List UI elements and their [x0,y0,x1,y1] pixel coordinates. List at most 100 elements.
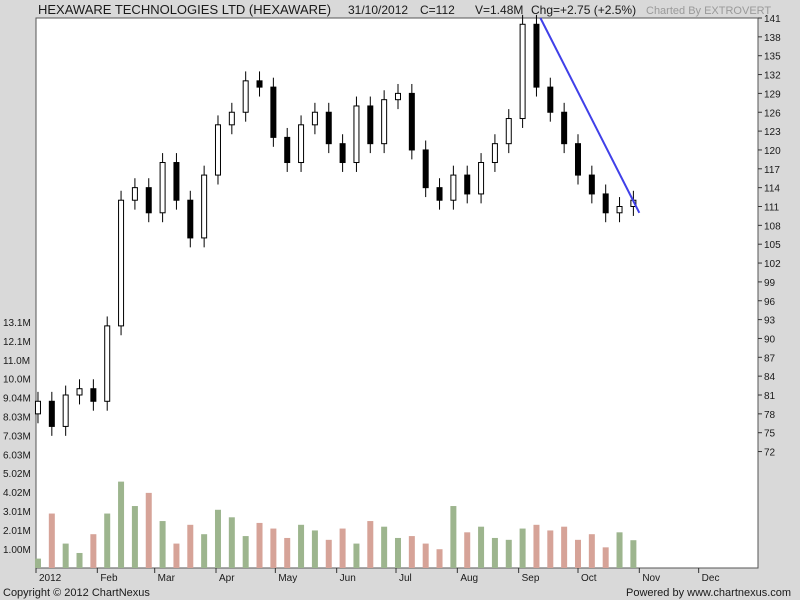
volume-bar [519,528,526,568]
x-tick-label: Dec [702,573,720,584]
volume-bars [34,481,637,568]
price-candle [588,165,595,204]
price-candles [34,14,637,436]
price-candle [436,178,443,210]
price-candle [76,379,83,405]
price-tick-label: 78 [764,410,776,421]
volume-bar [48,513,55,568]
volume-bar [284,537,291,568]
price-tick-label: 114 [764,184,780,195]
candle-body [491,143,498,164]
price-tick-label: 75 [764,429,776,440]
candle-body [325,111,332,145]
price-candle [159,153,166,223]
price-candle [339,134,346,172]
candle-body [187,199,194,239]
price-candle [131,178,138,210]
candle-body [284,136,291,164]
price-candle [478,153,485,204]
price-candle [311,102,318,135]
volume-bar [505,539,512,568]
price-candle [145,178,152,223]
x-tick-label: May [278,573,297,584]
candle-body [131,187,138,201]
price-candle [173,153,180,210]
price-candle [491,134,498,172]
price-candle [242,71,249,122]
candle-body [62,394,69,427]
chart-credit: Charted By EXTROVERT [646,5,771,17]
candle-body [547,86,554,113]
candle-body [118,199,125,327]
volume-bar [131,506,138,568]
candle-body [159,162,166,214]
volume-bar [214,509,221,568]
price-candle [228,102,235,135]
candle-body [478,162,485,195]
candle-body [505,118,512,145]
price-tick-label: 129 [764,89,781,100]
volume-bar [145,492,152,568]
volume-axis: 13.1M 12.1M 11.0M 10.0M 9.04M 8.03M 7.03M 6.03M… [3,318,31,556]
price-candle [284,127,291,172]
volume-bar [256,522,263,568]
volume-bar [547,530,554,568]
volume-bar [464,532,471,568]
candle-body [381,99,388,145]
price-tick-label: 126 [764,108,781,119]
footer-powered: Powered by www.chartnexus.com [626,587,791,599]
price-tick-label: 135 [764,52,781,63]
candle-body [298,124,305,164]
volume-tick-label: 6.03M [3,450,31,461]
volume-bar [34,558,41,568]
price-axis: 141 138 135 132 129 126 123 120 117 114 111 108 105 1… [758,14,781,459]
candle-body [533,23,540,88]
price-candle [381,90,388,154]
candle-body [76,388,83,396]
price-candle [616,197,623,223]
candle-body [201,174,208,239]
volume-bar [491,537,498,568]
volume-bar [173,543,180,568]
volume-bar [339,528,346,568]
volume-bar [533,524,540,568]
volume-bar [118,481,125,568]
volume-bar [228,517,235,568]
price-tick-label: 72 [764,448,776,459]
volume-bar [325,539,332,568]
x-tick-label: 2012 [39,573,62,584]
candle-body [173,162,180,201]
price-tick-label: 108 [764,221,781,232]
volume-bar [242,536,249,568]
candle-body [214,124,221,176]
volume-tick-label: 10.0M [3,375,31,386]
price-candle [256,71,263,97]
candle-body [450,174,457,201]
volume-bar [588,534,595,568]
volume-tick-label: 7.03M [3,431,31,442]
volume-bar [422,543,429,568]
candle-body [270,86,277,138]
chart-change: Chg=+2.75 (+2.5%) [531,3,636,17]
chart-close: C=112 [420,3,455,17]
price-tick-label: 93 [764,316,776,327]
volume-bar [76,552,83,568]
candle-body [422,149,429,189]
price-candle [353,96,360,172]
price-tick-label: 111 [764,203,780,214]
volume-tick-label: 5.02M [3,469,31,480]
price-candle [533,14,540,97]
price-candle [561,102,568,154]
x-tick-label: Mar [158,573,176,584]
volume-bar [381,526,388,568]
price-candle [505,109,512,154]
candle-body [145,187,152,214]
volume-bar [394,537,401,568]
chart-volume: V=1.48M [475,3,523,17]
x-axis: 2012 Feb Mar Apr May Jun Jul Aug Sep Oct Nov Dec [35,568,720,584]
volume-bar [298,524,305,568]
price-candle [34,391,41,424]
volume-bar [201,534,208,568]
price-candle [422,140,429,198]
